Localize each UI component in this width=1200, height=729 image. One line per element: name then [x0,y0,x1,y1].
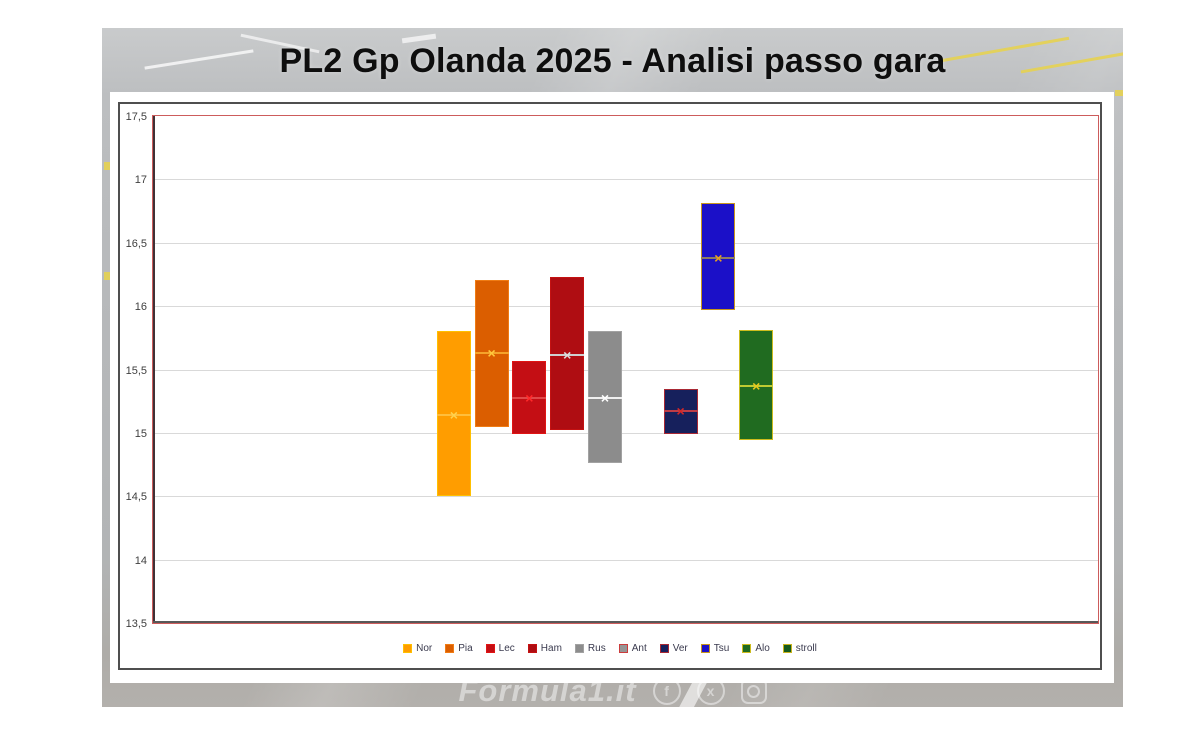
bar-tsu: × [701,203,736,310]
legend-item-pia: Pia [445,643,473,654]
legend-item-tsu: Tsu [700,643,730,654]
legend-item-stroll: stroll [782,643,817,654]
legend-label: stroll [795,643,817,654]
y-axis-tick-label: 13,5 [125,618,147,630]
legend-label: Ver [672,643,688,654]
legend-item-ant: Ant [618,643,647,654]
legend-label: Alo [755,643,770,654]
legend: Nor Pia Lec Ham Rus Ant Ver Tsu Alo stroll [120,643,1100,654]
legend-item-ham: Ham [527,643,562,654]
legend-item-lec: Lec [485,643,515,654]
legend-swatch [527,644,537,653]
mean-marker-icon: × [600,390,610,407]
chart-title: PL2 Gp Olanda 2025 - Analisi passo gara [279,42,946,80]
gridline [153,369,1098,371]
mean-marker-icon: × [563,347,572,364]
y-axis-tick-label: 15 [134,427,147,440]
legend-swatch [618,644,628,653]
legend-swatch [485,644,495,653]
legend-label: Lec [498,643,515,654]
mean-line [436,413,471,416]
bar-nor: × [436,331,471,497]
chart-card: 17,5 17 16,5 16 15,5 15 14,5 14 13,5 × × × × × × × × Nor… [110,92,1114,683]
mean-marker-icon: × [714,249,723,266]
yellow-track-dash [104,272,111,280]
legend-item-ver: Ver [659,643,688,654]
bar-lec: × [512,360,547,435]
gridline [153,559,1098,561]
yellow-track-dash [104,162,111,170]
legend-label: Pia [458,643,473,654]
bar-rus: × [588,331,622,464]
mean-line [588,397,622,400]
y-axis-tick-label: 14 [134,554,147,567]
gridline [153,242,1098,244]
gridline [153,432,1098,434]
mean-line [701,256,736,259]
y-axis-tick-label: 17 [134,174,147,187]
plot-area: 17,5 17 16,5 16 15,5 15 14,5 14 13,5 × × × × × × × × [126,111,1099,630]
legend-label: Nor [416,643,433,654]
legend-item-rus: Rus [574,643,606,654]
legend-label: Rus [587,643,606,654]
mean-line [550,354,585,357]
legend-swatch [659,644,669,653]
legend-label: Ham [540,643,562,654]
bar-alo: × [739,330,774,441]
legend-label: Ant [631,643,647,654]
mean-marker-icon: × [676,403,685,420]
y-axis-tick-label: 17,5 [125,111,147,123]
mean-marker-icon: × [525,390,534,407]
gridline [153,306,1098,308]
legend-label: Tsu [713,643,730,654]
y-axis-tick-label: 16 [134,301,147,314]
mean-line [474,351,509,354]
legend-swatch [782,644,792,653]
mean-line [739,384,774,387]
gridline [153,179,1098,181]
y-axis-tick-label: 14,5 [125,491,147,504]
mean-line [663,410,698,413]
legend-swatch [700,644,710,653]
bar-ver: × [663,388,698,435]
legend-item-alo: Alo [742,643,770,654]
chart-frame: 17,5 17 16,5 16 15,5 15 14,5 14 13,5 × × × × × × × × Nor… [118,102,1102,670]
y-axis-tick-label: 15,5 [125,364,147,377]
bar-pia: × [474,279,509,427]
legend-swatch [742,644,752,653]
y-axis-tick-label: 16,5 [125,237,147,250]
yellow-track-dash [1115,90,1123,96]
legend-swatch [403,644,413,653]
mean-marker-icon: × [752,377,761,394]
legend-swatch [445,644,455,653]
legend-swatch [574,644,584,653]
gridline [153,496,1098,498]
mean-line [512,397,547,400]
legend-item-nor: Nor [403,643,432,654]
mean-marker-icon: × [449,406,458,423]
bar-ham: × [550,276,585,431]
mean-marker-icon: × [487,344,496,361]
